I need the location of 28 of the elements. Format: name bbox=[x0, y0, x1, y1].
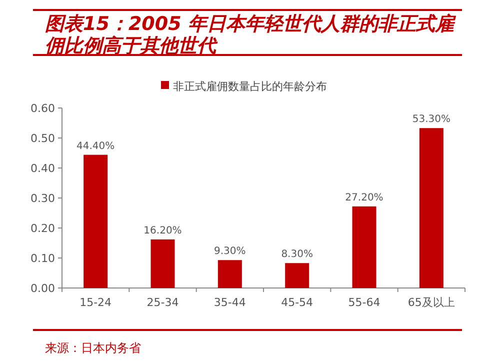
bar bbox=[84, 154, 108, 288]
legend: 非正式雇佣数量占比的年龄分布 bbox=[161, 80, 327, 93]
y-tick-label: 0.30 bbox=[30, 192, 55, 205]
x-tick-label: 35-44 bbox=[214, 296, 246, 309]
chart-title: 图表15：2005 年日本年轻世代人群的非正式雇佣比例高于其他世代 bbox=[45, 13, 457, 57]
source-note: 来源：日本内务省 bbox=[45, 341, 141, 355]
y-tick-label: 0.10 bbox=[30, 252, 55, 265]
x-tick-label: 15-24 bbox=[80, 296, 112, 309]
x-tick-label: 25-34 bbox=[146, 296, 179, 309]
data-label: 16.20% bbox=[144, 225, 182, 236]
data-label: 27.20% bbox=[345, 192, 384, 204]
data-label: 44.40% bbox=[76, 140, 115, 152]
y-tick-label: 0.20 bbox=[30, 222, 55, 235]
y-tick-label: 0.40 bbox=[30, 162, 55, 175]
bar bbox=[285, 263, 310, 288]
bar bbox=[150, 239, 175, 288]
data-label: 8.30% bbox=[281, 249, 313, 260]
y-tick-label: 0.60 bbox=[30, 102, 55, 115]
x-tick-label: 45-54 bbox=[281, 296, 314, 309]
x-tick-label: 65及以上 bbox=[408, 296, 455, 309]
bar bbox=[419, 128, 444, 288]
x-tick-label: 55-64 bbox=[348, 296, 380, 309]
data-label: 9.30% bbox=[214, 246, 246, 258]
data-label: 53.30% bbox=[412, 114, 450, 126]
y-tick-label: 0.00 bbox=[30, 282, 55, 295]
y-tick-label: 0.50 bbox=[30, 132, 55, 145]
bar bbox=[218, 260, 242, 288]
bar bbox=[352, 206, 376, 288]
